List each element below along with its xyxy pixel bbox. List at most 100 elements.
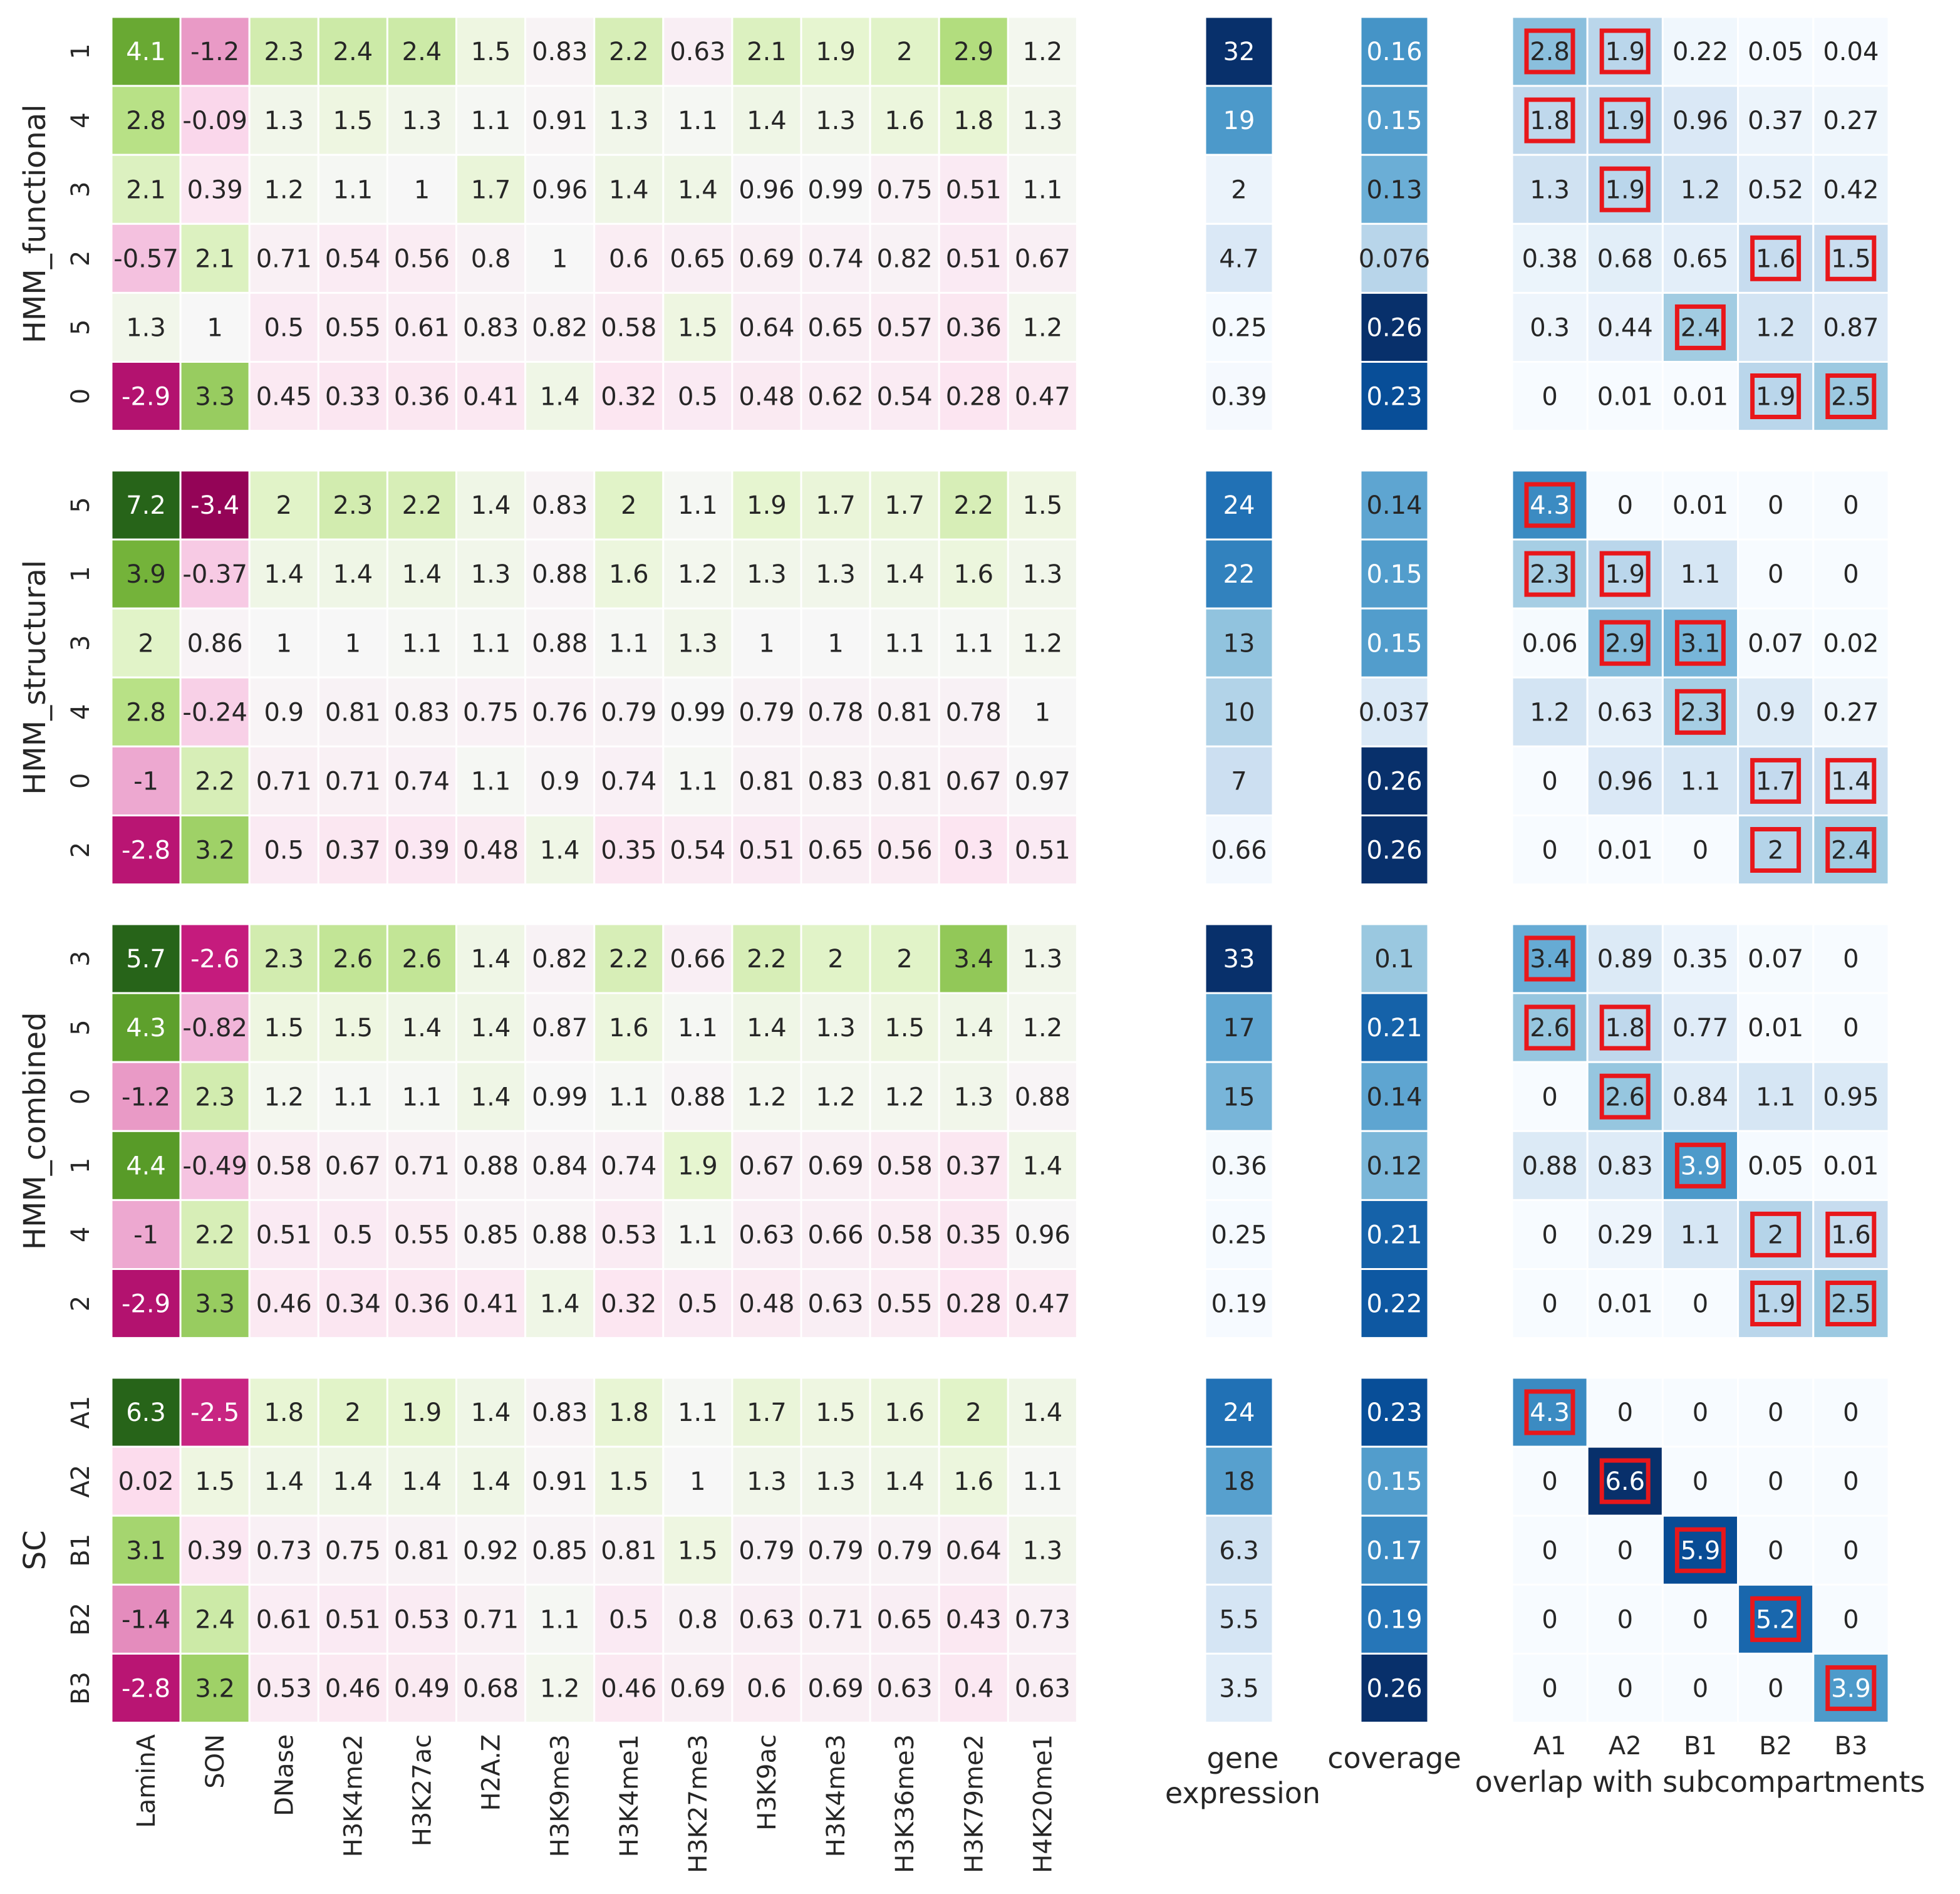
marker-value: 1.6	[609, 1014, 649, 1043]
marker-cell	[593, 1061, 665, 1132]
marker-cell	[455, 676, 527, 747]
marker-cell	[1007, 1652, 1078, 1724]
marker-value: 6.3	[126, 1398, 166, 1427]
highlight-box	[1750, 373, 1802, 419]
axis-labels: 143250HMM_functional513402HMM_structural…	[18, 43, 1925, 1873]
overlap-cell	[1586, 676, 1664, 747]
marker-value: 0.75	[325, 1536, 381, 1565]
marker-cell	[455, 1652, 527, 1724]
gene-expression-value: 24	[1223, 491, 1255, 520]
gene-expression-value: 15	[1223, 1083, 1255, 1111]
overlap-value: 0.27	[1823, 107, 1879, 135]
marker-value: 1.5	[333, 107, 373, 135]
marker-cell	[1007, 538, 1078, 610]
marker-value: 0.65	[808, 836, 864, 865]
marker-cell	[248, 222, 319, 294]
marker-cell	[455, 745, 527, 817]
marker-cell	[938, 153, 1009, 225]
marker-cell	[869, 814, 940, 886]
overlap-cell	[1737, 1061, 1815, 1132]
gene-expression-value: 4.7	[1219, 244, 1259, 273]
coverage-cell	[1359, 1583, 1429, 1655]
overlap-value: 0	[1693, 1467, 1708, 1496]
marker-value: 0.88	[532, 1220, 588, 1249]
marker-value: 0.65	[670, 244, 725, 273]
marker-value: 1.3	[402, 107, 442, 135]
marker-cell	[731, 676, 802, 747]
marker-value: 1.1	[471, 107, 511, 135]
coverage-cell	[1359, 1514, 1429, 1586]
marker-cell	[179, 1445, 251, 1517]
overlap-value: 0.44	[1597, 313, 1653, 342]
marker-cell	[179, 1061, 251, 1132]
marker-value: 2.4	[195, 1605, 235, 1634]
marker-value: 1	[827, 629, 843, 658]
column-tick-label: H3K36me3	[891, 1734, 920, 1873]
overlap-value: 0.63	[1597, 698, 1653, 727]
marker-value: 0.51	[1015, 836, 1071, 865]
marker-value: 5.7	[126, 945, 166, 974]
coverage-value: 0.15	[1366, 1467, 1422, 1496]
marker-cell	[593, 607, 665, 679]
marker-cell	[938, 607, 1009, 679]
overlap-value: 0	[1693, 836, 1708, 865]
marker-cell	[524, 1652, 596, 1724]
marker-value: 1	[690, 1467, 705, 1496]
marker-value: 0.9	[264, 698, 304, 727]
highlight-box	[1750, 1211, 1802, 1257]
marker-value: 0.88	[532, 629, 588, 658]
overlap-value: 0.02	[1823, 629, 1879, 658]
gene-expression-cell	[1204, 469, 1274, 541]
marker-value: 1	[759, 629, 774, 658]
marker-value: 1.5	[884, 1014, 925, 1043]
marker-value: 2	[345, 1398, 361, 1427]
marker-value: 1.1	[471, 629, 511, 658]
gene-expression-value: 18	[1223, 1467, 1255, 1496]
marker-cell	[317, 1445, 388, 1517]
overlap-value: 0.65	[1672, 244, 1728, 273]
marker-cell	[593, 1652, 665, 1724]
marker-value: 1	[1035, 698, 1050, 727]
overlap-cell	[1737, 291, 1815, 363]
marker-value: 1.5	[816, 1398, 856, 1427]
marker-cell	[455, 153, 527, 225]
overlap-cell	[1737, 16, 1815, 87]
marker-value: 0.36	[394, 1290, 450, 1319]
marker-value: 2.2	[609, 38, 649, 66]
overlap-cell	[1661, 1376, 1740, 1448]
coverage-value: 0.23	[1366, 383, 1422, 412]
marker-cell	[386, 1061, 458, 1132]
marker-cell	[317, 1583, 388, 1655]
column-tick-label: H3K79me2	[960, 1734, 988, 1873]
overlap-value: 0.01	[1597, 383, 1653, 412]
marker-value: 2.4	[333, 38, 373, 66]
marker-cell	[1007, 1061, 1078, 1132]
marker-cell	[317, 814, 388, 886]
marker-value: 0.71	[325, 767, 381, 796]
overlap-value: 0.37	[1748, 107, 1803, 135]
marker-value: 1.4	[471, 1467, 511, 1496]
coverage-cell	[1359, 1268, 1429, 1340]
marker-value: 1.9	[816, 38, 856, 66]
marker-cell	[248, 814, 319, 886]
gene-expression-value: 7	[1231, 767, 1247, 796]
marker-cell	[317, 1199, 388, 1271]
overlap-cell	[1511, 153, 1589, 225]
marker-cell	[455, 923, 527, 994]
marker-cell	[662, 1583, 734, 1655]
marker-cell	[938, 1268, 1009, 1340]
marker-value: 2.2	[195, 767, 235, 796]
marker-value: 0.81	[394, 1536, 450, 1565]
overlap-cell	[1812, 1445, 1890, 1517]
gene-expression-value: 22	[1223, 560, 1255, 589]
marker-cell	[1007, 361, 1078, 432]
overlap-cell	[1586, 1199, 1664, 1271]
gene-expression-cell	[1204, 1376, 1274, 1448]
coverage-value: 0.15	[1366, 629, 1422, 658]
marker-value: -2.9	[122, 383, 170, 412]
overlap-value: 1.9	[1605, 175, 1645, 204]
marker-value: 1.2	[816, 1083, 856, 1111]
marker-cell	[593, 745, 665, 817]
marker-cell	[800, 1376, 871, 1448]
marker-value: 0.51	[946, 175, 1002, 204]
